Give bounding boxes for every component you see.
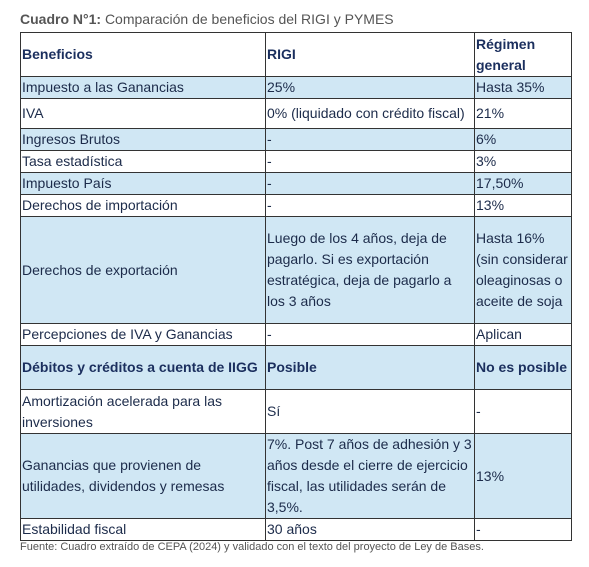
table-row: Impuesto País -17,50% [20,172,572,195]
table-cell: 17,50% [474,172,572,195]
table-cell: Luego de los 4 años, deja de pagarlo. Si… [265,216,475,324]
table-row: Ingresos Brutos -6% [20,128,572,151]
footnote: Fuente: Cuadro extraído de CEPA (2024) y… [20,541,484,553]
table-row: Derechos de importación -13% [20,194,572,217]
table-cell: - [474,518,572,541]
table-caption: Cuadro N°1: Comparación de beneficios de… [20,11,394,27]
table-cell: Impuesto País [20,172,266,195]
table-cell: Estabilidad fiscal [20,518,266,541]
table-cell: Amortización acelerada para las inversio… [20,389,266,434]
table-cell: Beneficios [20,32,266,77]
table-cell: Régimen general [474,32,572,77]
table-cell: 13% [474,194,572,217]
table-cell: Posible [265,345,475,390]
table-cell: 21% [474,98,572,129]
table-cell: IVA [20,98,266,129]
table-cell: - [265,194,475,217]
table-cell: 25% [265,76,475,99]
table-cell: Hasta 16% (sin considerar oleaginosas o … [474,216,572,324]
table-cell: - [265,150,475,173]
table-cell: Ingresos Brutos [20,128,266,151]
table-row: Ganancias que provienen de utilidades, d… [20,433,572,519]
comparison-table: Beneficios RIGI Régimen general Impuesto a … [20,32,572,541]
table-cell: - [265,323,475,346]
table-row: Amortización acelerada para las inversio… [20,389,572,434]
table-cell: RIGI [265,32,475,77]
table-cell: Aplican [474,323,572,346]
caption-text: Comparación de beneficios del RIGI y PYM… [104,11,394,27]
table-cell: 0% (liquidado con crédito fiscal) [265,98,475,129]
table-cell: Tasa estadística [20,150,266,173]
table-cell: Débitos y créditos a cuenta de IIGG [20,345,266,390]
table-row: Débitos y créditos a cuenta de IIGG Posib… [20,345,572,390]
table-row: IVA 0% (liquidado con crédito fiscal) 21% [20,98,572,129]
table-cell: Ganancias que provienen de utilidades, d… [20,433,266,519]
table-row: Beneficios RIGI Régimen general [20,32,572,77]
table-cell: No es posible [474,345,572,390]
table-cell: - [265,128,475,151]
table-cell: Hasta 35% [474,76,572,99]
table-cell: Derechos de exportación [20,216,266,324]
table-row: Derechos de exportación Luego de los 4 añ… [20,216,572,324]
table-cell: Impuesto a las Ganancias [20,76,266,99]
table-cell: Sí [265,389,475,434]
table-row: Estabilidad fiscal 30 años - [20,518,572,541]
table-cell: 6% [474,128,572,151]
caption-label: Cuadro N°1: [20,11,102,27]
table-cell: Percepciones de IVA y Ganancias [20,323,266,346]
table-cell: - [265,172,475,195]
table-cell: Derechos de importación [20,194,266,217]
table-row: Tasa estadística -3% [20,150,572,173]
table-cell: - [474,389,572,434]
table-row: Percepciones de IVA y Ganancias - Aplican [20,323,572,346]
table-cell: 7%. Post 7 años de adhesión y 3 años des… [265,433,475,519]
table-cell: 30 años [265,518,475,541]
table-cell: 13% [474,433,572,519]
table-cell: 3% [474,150,572,173]
table-row: Impuesto a las Ganancias 25% Hasta 35% [20,76,572,99]
